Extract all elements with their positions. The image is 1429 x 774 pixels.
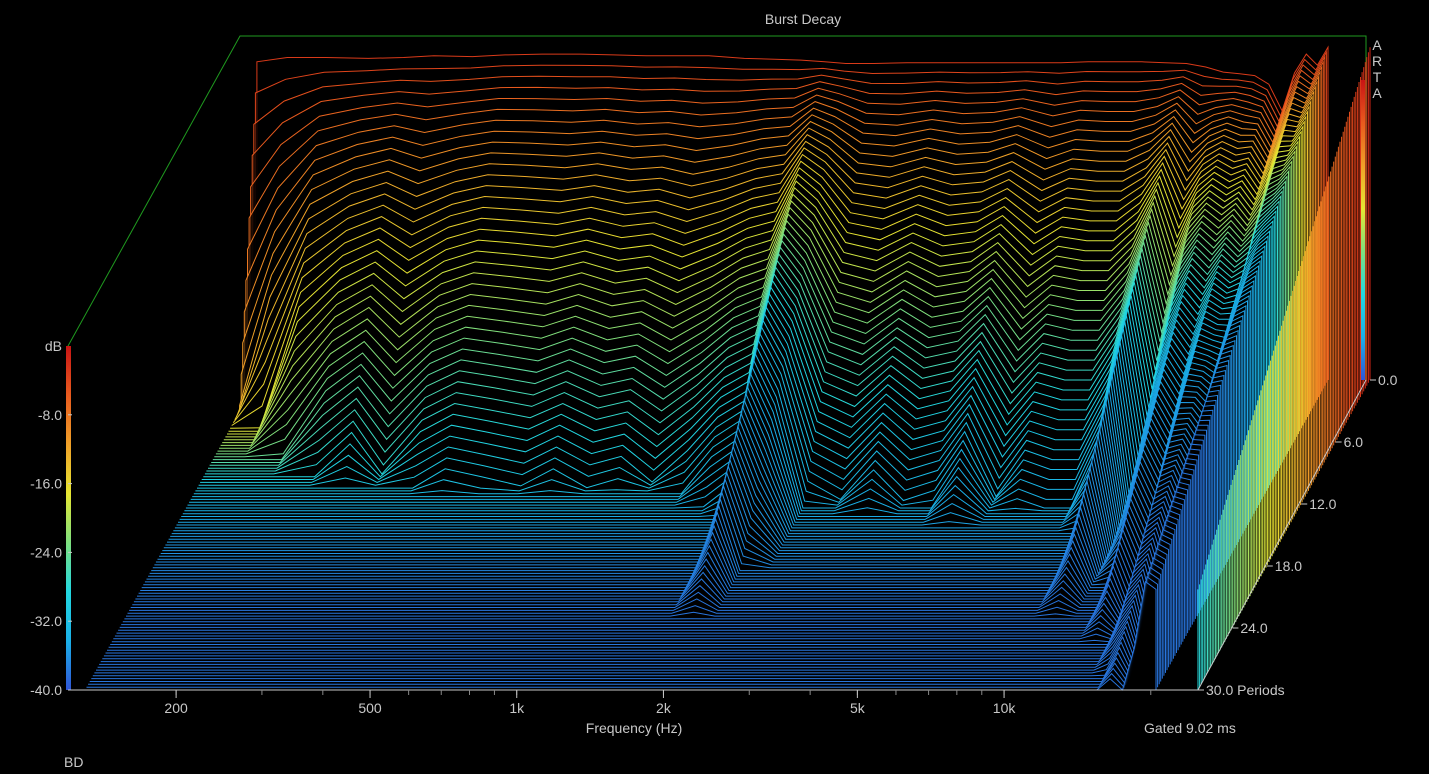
x-tick-label: 500 xyxy=(358,700,382,716)
arta-logo-bar xyxy=(1361,80,1365,380)
decay-slice-97 xyxy=(103,524,1176,657)
depth-axis-line xyxy=(1197,379,1367,691)
right-side-strips xyxy=(1197,47,1371,690)
z-tick-label: -16.0 xyxy=(30,476,62,492)
decay-slice-102 xyxy=(96,547,1168,672)
decay-slice-89 xyxy=(116,486,1189,634)
arta-letter: T xyxy=(1373,69,1382,85)
decay-slice-103 xyxy=(94,552,1166,675)
x-tick-label: 5k xyxy=(850,700,866,716)
decay-slice-98 xyxy=(102,528,1174,660)
gated-info: Gated 9.02 ms xyxy=(1144,720,1236,736)
x-tick-label: 10k xyxy=(993,700,1017,716)
arta-letter: A xyxy=(1372,37,1382,53)
z-tick-label: -8.0 xyxy=(38,407,62,423)
footer-label: BD xyxy=(64,754,83,770)
z-tick-label: -24.0 xyxy=(30,544,62,560)
waterfall-curves xyxy=(84,45,1329,691)
x-tick-label: 200 xyxy=(164,700,188,716)
depth-axis: 0.0 6.0 12.0 18.0 24.0 30.0 Periods xyxy=(1197,372,1398,698)
depth-tick-label: 30.0 Periods xyxy=(1206,682,1285,698)
decay-slice-107 xyxy=(88,571,1160,686)
depth-tick-label: 24.0 xyxy=(1240,620,1267,636)
decay-slice-96 xyxy=(105,519,1177,654)
depth-tick-label: 18.0 xyxy=(1275,558,1302,574)
depth-tick-label: 6.0 xyxy=(1344,434,1364,450)
x-axis: 200 500 1k 2k 5k 10k xyxy=(68,689,1198,716)
decay-slice-106 xyxy=(89,566,1162,683)
arta-letter: R xyxy=(1372,53,1382,69)
z-axis-ticks: -8.0 -16.0 -24.0 -32.0 -40.0 xyxy=(30,407,72,698)
depth-tick-label: 12.0 xyxy=(1309,496,1336,512)
z-tick-label: -32.0 xyxy=(30,613,62,629)
x-axis-label: Frequency (Hz) xyxy=(586,720,682,736)
chart-title: Burst Decay xyxy=(765,11,841,27)
decay-slice-105 xyxy=(91,561,1163,680)
decay-slice-31 xyxy=(208,200,1280,469)
decay-slice-104 xyxy=(92,557,1165,678)
decay-slice-100 xyxy=(99,538,1171,667)
z-tick-label: -40.0 xyxy=(30,682,62,698)
colorbar-fill xyxy=(66,346,71,690)
x-tick-label: 1k xyxy=(509,700,525,716)
depth-tick-label: 0.0 xyxy=(1378,372,1398,388)
colorbar: dB xyxy=(45,338,71,690)
decay-slice-93 xyxy=(110,505,1182,645)
decay-slice-32 xyxy=(206,205,1278,472)
arta-letter: A xyxy=(1372,85,1382,101)
decay-slice-108 xyxy=(86,576,1159,689)
decay-slice-101 xyxy=(97,542,1170,669)
x-tick-label: 2k xyxy=(656,700,672,716)
z-axis-label: dB xyxy=(45,338,62,354)
decay-slice-99 xyxy=(100,533,1173,664)
